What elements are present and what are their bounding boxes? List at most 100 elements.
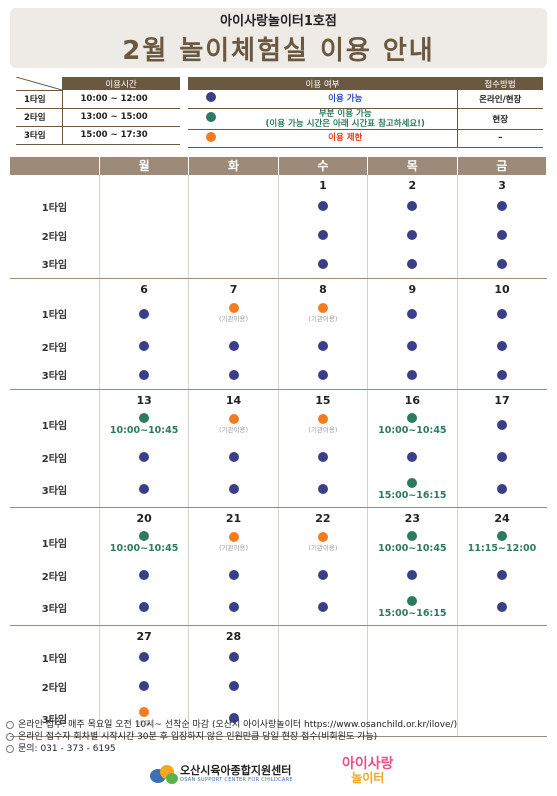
slot-status — [458, 230, 547, 240]
slot-cell — [99, 360, 190, 390]
slot-cell: (소독) — [99, 700, 190, 737]
slot-cell: 10:00~10:45 — [99, 524, 190, 561]
partial-dot-icon — [139, 413, 150, 423]
available-dot-icon — [228, 341, 239, 351]
slot-cell — [367, 191, 458, 221]
slot-status: 10:00~10:45 — [368, 413, 456, 436]
slot-time: 10:00~10:45 — [109, 543, 179, 554]
page-subtitle: 아이사랑놀이터1호점 — [220, 14, 337, 29]
playground-logo: 아이사랑 놀이터 — [342, 757, 394, 785]
slot-cell: (기관이용) — [188, 406, 279, 443]
date-cell — [188, 174, 279, 192]
slot-cell — [278, 249, 369, 279]
slot-cell — [457, 561, 546, 590]
slot-status — [458, 452, 547, 462]
slot-status — [189, 484, 277, 495]
slot-label: 3타임 — [10, 471, 100, 508]
available-dot-icon — [317, 258, 328, 269]
slot-row: 3타임 15:00~16:15 — [10, 589, 547, 626]
available-dot-icon — [139, 341, 150, 351]
slot-status — [189, 713, 277, 724]
week-date-row: 6 7 8 9 10 — [10, 278, 547, 296]
restricted-dot-icon — [139, 707, 150, 718]
slot-cell — [278, 471, 369, 508]
available-dot-icon — [407, 341, 418, 351]
slot-status — [189, 452, 277, 462]
date-cell: 28 — [188, 625, 279, 643]
note-text: 온라인 접수: 매주 목요일 오전 10시~ 선착순 마감 (오산시 아이사랑놀… — [18, 720, 458, 730]
slot-row: 2타임 — [10, 442, 547, 472]
time-row-value: 15:00 ~ 17:30 — [61, 126, 180, 145]
slot-status — [279, 258, 367, 269]
slot-row: 2타임 — [10, 331, 547, 361]
slot-time: 10:00~10:45 — [378, 425, 447, 436]
available-dot-icon — [139, 484, 150, 495]
available-dot-icon — [497, 258, 508, 269]
available-dot-icon — [407, 201, 418, 211]
footer: 오산시육아종합지원센터 OSAN SUPPORT CENTER FOR CHIL… — [150, 757, 430, 789]
slot-status — [189, 681, 277, 691]
slot-label: 3타임 — [10, 249, 100, 279]
partial-dot-icon — [497, 531, 508, 541]
note-text: 온라인 접수자 회차별 시작시간 30분 후 입장하지 않은 인원만큼 당일 현… — [18, 732, 378, 742]
date-cell: 7 — [188, 278, 279, 296]
slot-cell — [367, 442, 458, 472]
slot-status — [458, 201, 547, 211]
available-dot-icon — [317, 570, 328, 580]
usage-header: 이용 여부 — [188, 77, 457, 90]
week-date-row: 20 21 22 23 24 — [10, 507, 547, 525]
restricted-dot-icon — [228, 413, 239, 424]
date-cell: 16 — [367, 389, 458, 407]
slot-status — [189, 652, 277, 662]
slot-status — [368, 230, 456, 240]
date-row-corner — [10, 625, 100, 643]
restricted-dot-icon — [317, 302, 328, 313]
circle-bullet-icon — [6, 745, 14, 753]
slot-cell — [99, 589, 190, 626]
slot-status: (기관이용) — [279, 302, 367, 325]
slot-cell — [188, 560, 279, 590]
slot-cell — [457, 221, 546, 250]
partial-dot-icon — [407, 531, 418, 541]
available-dot-icon — [139, 602, 150, 613]
day-header: 수 — [278, 157, 369, 175]
slot-status — [279, 201, 367, 211]
slot-cell — [99, 220, 190, 250]
slot-cell: 15:00~16:15 — [367, 471, 458, 508]
calendar-corner — [10, 157, 100, 175]
slot-status — [279, 570, 367, 580]
date-row-corner — [10, 389, 100, 407]
slot-status — [189, 570, 277, 580]
slot-cell — [99, 249, 190, 279]
slot-cell — [457, 672, 546, 701]
available-dot-icon — [228, 713, 239, 724]
slot-status — [279, 341, 367, 351]
partial-dot-icon — [407, 595, 418, 606]
slot-cell — [367, 671, 458, 701]
slot-row: 3타임 (소독) — [10, 700, 547, 737]
slot-status — [458, 308, 547, 319]
date-cell: 13 — [99, 389, 190, 407]
time-row-label: 3타임 — [16, 126, 62, 145]
slot-cell — [188, 249, 279, 279]
available-dot-icon — [407, 570, 418, 580]
available-dot-icon — [317, 369, 328, 380]
available-dot-icon — [228, 369, 239, 380]
slot-status — [368, 201, 456, 211]
slot-cell — [188, 331, 279, 361]
slot-time: 10:00~10:45 — [109, 425, 179, 436]
slot-status — [368, 308, 456, 319]
slot-cell — [457, 192, 546, 221]
time-row-value: 10:00 ~ 12:00 — [61, 90, 180, 109]
slot-cell — [457, 643, 546, 672]
available-dot-icon — [497, 419, 508, 430]
restricted-dot-icon — [206, 131, 216, 142]
time-row-value: 13:00 ~ 15:00 — [61, 108, 180, 127]
slot-status: 11:15~12:00 — [458, 531, 547, 554]
available-dot-icon — [317, 201, 328, 211]
notes-section: 온라인 접수: 매주 목요일 오전 10시~ 선착순 마감 (오산시 아이사랑놀… — [6, 719, 457, 755]
available-dot-icon — [407, 308, 418, 319]
date-cell: 9 — [367, 278, 458, 296]
circle-bullet-icon — [6, 721, 14, 729]
